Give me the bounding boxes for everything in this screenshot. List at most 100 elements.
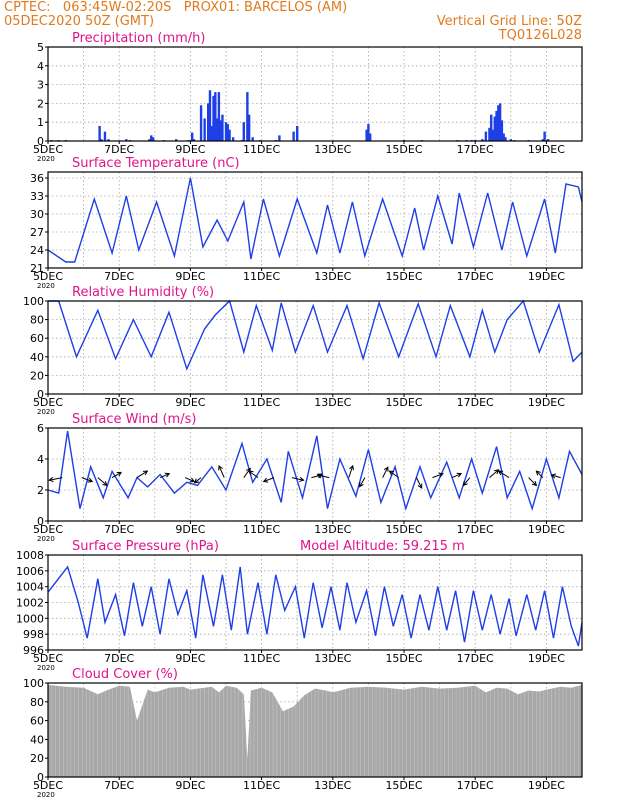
pres-xtick-label: 7DEC — [104, 652, 134, 665]
temp-ytick-label: 33 — [30, 190, 44, 203]
rh-xtick-label: 15DEC — [385, 396, 422, 409]
precip-bar — [199, 105, 203, 141]
wind-arrow-head — [142, 470, 149, 476]
wind-arrow-head — [383, 466, 389, 472]
precip-xtick-label: 7DEC — [104, 143, 134, 156]
precip-bar — [215, 118, 219, 141]
precip-bar — [493, 116, 496, 141]
rh-year-label: 2020 — [37, 408, 55, 416]
wind-frame — [47, 427, 583, 522]
precip-bar — [292, 131, 295, 141]
wind-arrow — [111, 471, 122, 479]
wind-arrow — [81, 477, 93, 482]
cloud-xtick-label: 13DEC — [314, 779, 351, 792]
cloud-frame — [47, 682, 583, 778]
wind-arrow-head — [531, 480, 538, 487]
precip-bar — [174, 139, 178, 141]
temp-ytick-label: 21 — [30, 262, 44, 275]
cloud-year-label: 2020 — [37, 791, 55, 799]
rh-ytick-label: 100 — [23, 295, 44, 308]
pres-panel — [45, 554, 583, 653]
header-grid-note: Vertical Grid Line: 50Z — [436, 14, 582, 29]
temp-line — [47, 177, 583, 263]
precip-bar — [251, 137, 254, 141]
pres-xtick-label: 5DEC — [33, 652, 63, 665]
pres-ytick-label: 1008 — [16, 549, 44, 562]
precip-bar — [490, 114, 493, 141]
pres-ytick-label: 1000 — [16, 612, 44, 625]
wind-arrow — [451, 473, 462, 479]
wind-ytick-label: 4 — [37, 453, 44, 466]
header-model-id: TQ0126L028 — [498, 28, 582, 43]
rh-frame — [47, 300, 583, 395]
wind-arrow-head — [462, 480, 468, 487]
wind-xtick-label: 5DEC — [33, 523, 63, 536]
wind-xtick-label: 19DEC — [528, 523, 565, 536]
precip-bar — [107, 139, 110, 141]
wind-xtick-label: 7DEC — [104, 523, 134, 536]
precip-bar — [296, 125, 299, 141]
wind-xtick-label: 11DEC — [243, 523, 280, 536]
rh-xtick-label: 5DEC — [33, 396, 63, 409]
rh-panel — [45, 299, 583, 397]
wind-arrow-head — [193, 478, 200, 484]
wind-arrow-head — [438, 472, 444, 478]
wind-arrow — [382, 466, 389, 478]
wind-arrow-head — [102, 481, 108, 487]
cloud-ytick-label: 20 — [30, 752, 44, 765]
wind-arrow-head — [248, 470, 254, 476]
wind-ytick-label: 6 — [37, 422, 44, 435]
precip-bar — [207, 103, 210, 141]
wind-xtick-label: 13DEC — [314, 523, 351, 536]
wind-arrow — [348, 465, 354, 478]
precip-bar — [504, 137, 507, 141]
wind-arrow — [498, 470, 510, 479]
cloud-xtick-label: 17DEC — [457, 779, 494, 792]
precip-bar — [125, 139, 128, 141]
wind-arrow-head — [550, 473, 557, 479]
wind-arrow — [317, 474, 330, 479]
wind-arrow-head — [218, 464, 223, 471]
pres-ytick-label: 1004 — [16, 581, 44, 594]
precip-bar — [509, 139, 512, 141]
pres-year-label: 2020 — [37, 664, 55, 672]
wind-ytick-label: 2 — [37, 484, 44, 497]
wind-xtick-label: 15DEC — [385, 523, 422, 536]
pres-xtick-label: 13DEC — [314, 652, 351, 665]
precip-bar — [246, 92, 249, 141]
pres-line — [47, 565, 583, 647]
precip-bar — [481, 139, 484, 141]
precip-xtick-label: 15DEC — [385, 143, 422, 156]
rh-title: Relative Humidity (%) — [72, 285, 214, 300]
pres-xtick-label: 15DEC — [385, 652, 422, 665]
precip-xtick-label: 17DEC — [457, 143, 494, 156]
wind-arrow — [551, 474, 561, 479]
precip-bar — [219, 120, 222, 141]
cloud-ytick-label: 0 — [37, 771, 44, 784]
wind-arrow-head — [349, 464, 355, 471]
pres-xtick-label: 11DEC — [243, 652, 280, 665]
pres-ytick-label: 1006 — [16, 565, 44, 578]
precip-xtick-label: 19DEC — [528, 143, 565, 156]
cloud-xtick-label: 7DEC — [104, 779, 134, 792]
wind-arrow — [97, 477, 108, 486]
precip-bar — [365, 129, 368, 141]
precip-bar — [103, 131, 107, 141]
cloud-xtick-label: 19DEC — [528, 779, 565, 792]
temp-xtick-label: 15DEC — [385, 270, 422, 283]
precip-bar — [224, 122, 228, 141]
header-run-date: 05DEC2020 50Z (GMT) — [4, 14, 155, 29]
precip-ytick-label: 2 — [37, 97, 44, 110]
pres-ytick-label: 1002 — [16, 597, 44, 610]
precip-xtick-label: 13DEC — [314, 143, 351, 156]
precip-bar — [228, 129, 231, 141]
wind-arrow — [535, 470, 544, 478]
header-location: CPTEC: 063:45W-02:20S PROX01: BARCELOS (… — [4, 0, 348, 15]
cloud-xtick-label: 15DEC — [385, 779, 422, 792]
wind-arrow — [462, 477, 471, 486]
temp-ytick-label: 30 — [30, 208, 44, 221]
wind-arrow-head — [388, 470, 395, 476]
wind-arrow — [218, 465, 225, 478]
wind-arrow-head — [535, 470, 541, 476]
wind-arrow — [243, 468, 251, 478]
